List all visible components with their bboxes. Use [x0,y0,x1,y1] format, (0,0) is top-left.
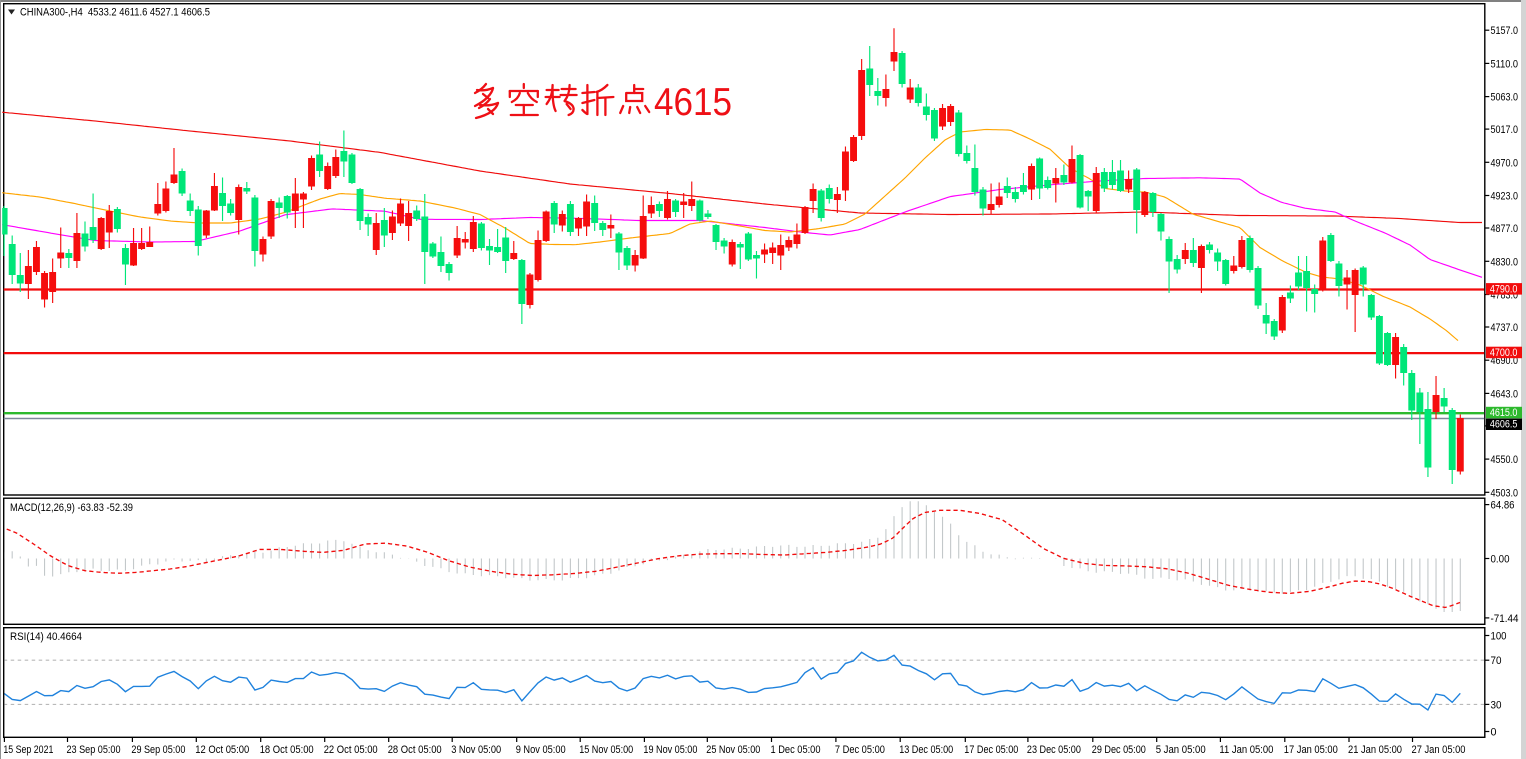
svg-text:19 Nov 05:00: 19 Nov 05:00 [643,744,697,756]
svg-text:15 Nov 05:00: 15 Nov 05:00 [579,744,633,756]
svg-text:100: 100 [1491,631,1507,643]
svg-text:5063.0: 5063.0 [1491,92,1519,104]
svg-text:4550.0: 4550.0 [1491,454,1519,466]
svg-text:11 Jan 05:00: 11 Jan 05:00 [1219,744,1273,756]
svg-text:30: 30 [1491,699,1502,711]
svg-text:4615: 4615 [654,81,732,124]
svg-text:28 Oct 05:00: 28 Oct 05:00 [388,744,442,756]
svg-text:RSI(14) 40.4664: RSI(14) 40.4664 [10,631,82,643]
svg-text:9 Nov 05:00: 9 Nov 05:00 [516,744,566,756]
svg-text:0.00: 0.00 [1491,554,1510,566]
svg-text:4643.0: 4643.0 [1491,388,1519,400]
svg-text:17 Dec 05:00: 17 Dec 05:00 [964,744,1018,756]
svg-text:MACD(12,26,9) -63.83 -52.39: MACD(12,26,9) -63.83 -52.39 [10,502,133,514]
svg-text:22 Oct 05:00: 22 Oct 05:00 [324,744,378,756]
svg-text:4503.0: 4503.0 [1491,487,1519,499]
svg-text:27 Jan 05:00: 27 Jan 05:00 [1412,744,1466,756]
svg-text:17 Jan 05:00: 17 Jan 05:00 [1284,744,1338,756]
svg-text:25 Nov 05:00: 25 Nov 05:00 [706,744,760,756]
svg-text:0: 0 [1491,727,1497,739]
svg-text:70: 70 [1491,655,1502,667]
svg-text:4830.0: 4830.0 [1491,256,1519,268]
svg-text:4737.0: 4737.0 [1491,322,1519,334]
svg-text:5017.0: 5017.0 [1491,124,1519,136]
svg-text:5 Jan 05:00: 5 Jan 05:00 [1156,744,1206,756]
svg-text:29 Sep 05:00: 29 Sep 05:00 [131,744,185,756]
svg-text:4877.0: 4877.0 [1491,223,1519,235]
svg-text:3 Nov 05:00: 3 Nov 05:00 [451,744,501,756]
svg-text:12 Oct 05:00: 12 Oct 05:00 [195,744,249,756]
svg-text:5110.0: 5110.0 [1491,58,1519,70]
svg-text:4923.0: 4923.0 [1491,191,1519,203]
svg-text:23 Dec 05:00: 23 Dec 05:00 [1027,744,1081,756]
svg-text:29 Dec 05:00: 29 Dec 05:00 [1092,744,1146,756]
svg-text:15 Sep 2021: 15 Sep 2021 [3,744,53,756]
svg-text:CHINA300-,H4 4533.2 4611.6 45: CHINA300-,H4 4533.2 4611.6 4527.1 4606.5 [20,7,210,19]
svg-text:4615.0: 4615.0 [1490,407,1518,419]
svg-text:4970.0: 4970.0 [1491,157,1519,169]
svg-text:5157.0: 5157.0 [1491,25,1519,37]
svg-text:18 Oct 05:00: 18 Oct 05:00 [260,744,314,756]
svg-text:13 Dec 05:00: 13 Dec 05:00 [899,744,953,756]
svg-text:1 Dec 05:00: 1 Dec 05:00 [771,744,821,756]
svg-text:-71.44: -71.44 [1491,613,1519,625]
svg-text:21 Jan 05:00: 21 Jan 05:00 [1348,744,1402,756]
svg-text:64.86: 64.86 [1491,500,1515,512]
svg-text:4790.0: 4790.0 [1490,283,1518,295]
svg-text:4606.5: 4606.5 [1490,419,1518,431]
svg-text:23 Sep 05:00: 23 Sep 05:00 [67,744,121,756]
svg-text:7 Dec 05:00: 7 Dec 05:00 [835,744,885,756]
svg-text:4700.0: 4700.0 [1490,347,1518,359]
